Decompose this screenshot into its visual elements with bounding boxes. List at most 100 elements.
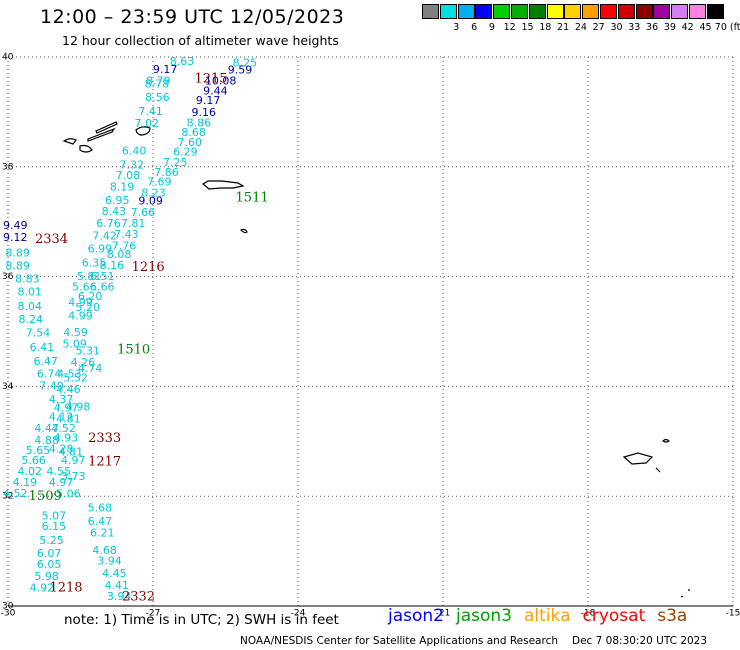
y-tick-label: 32 — [2, 492, 13, 502]
color-swatch — [689, 4, 706, 19]
wave-height-point: 8.43 — [102, 205, 127, 218]
wave-height-point: 4.52 — [51, 422, 76, 435]
color-scale-label: 6 — [471, 22, 478, 33]
color-swatch — [511, 4, 528, 19]
color-scale-label: 3 — [453, 22, 460, 33]
wave-height-point: 6.15 — [42, 520, 67, 533]
wave-height-point: 6.07 — [37, 547, 62, 560]
y-tick-label: 34 — [2, 382, 14, 392]
wave-height-point: 5.20 — [76, 301, 101, 314]
wave-height-point: 7.25 — [163, 156, 188, 169]
wave-height-point: 8.86 — [187, 116, 212, 129]
wave-height-point: 4.97 — [49, 476, 74, 489]
pass-time-label: 2333 — [88, 431, 121, 446]
color-swatch — [457, 4, 475, 19]
wave-height-point: 9.17 — [153, 63, 178, 76]
color-scale-label: 27 — [592, 22, 605, 33]
wave-height-point: 4.45 — [102, 567, 127, 580]
wave-height-point: 4.92 — [30, 581, 55, 594]
y-tick-label: 30 — [2, 602, 14, 612]
satellite-legend: jason2 jason3 altika cryosat s3a — [388, 606, 699, 626]
wave-height-point: 4.53 — [57, 367, 82, 380]
wave-height-point: 3.94 — [97, 555, 122, 568]
wave-height-point: 8.24 — [18, 313, 43, 326]
grid-lines — [7, 56, 734, 607]
wave-height-point: 7.81 — [121, 217, 146, 230]
pass-time-label: 1216 — [132, 260, 165, 275]
wave-height-point: 8.19 — [110, 181, 135, 194]
wave-height-point: 6.40 — [122, 144, 147, 157]
color-scale-label: 18 — [539, 22, 552, 33]
y-tick-label: 36 — [2, 272, 14, 282]
credit-line: NOAA/NESDIS Center for Satellite Applica… — [240, 635, 707, 647]
generated-timestamp: Dec 7 08:30:20 UTC 2023 — [572, 635, 708, 647]
wave-height-point: 7.69 — [147, 176, 172, 189]
page-title: 12:00 – 23:59 UTC 12/05/2023 — [40, 6, 345, 28]
wave-height-point: 9.09 — [138, 194, 163, 207]
wave-height-point: 7.43 — [114, 228, 139, 241]
color-scale-label: 12 — [503, 22, 516, 33]
wave-height-point: 4.97 — [61, 454, 86, 467]
wave-height-point: 4.81 — [56, 412, 81, 425]
color-scale-label: 36 — [646, 22, 659, 33]
wave-height-point: 4.02 — [18, 465, 43, 478]
x-tick-label: -15 — [726, 609, 740, 619]
wave-height-point: 8.56 — [145, 91, 170, 104]
wave-height-point: 4.19 — [13, 476, 38, 489]
wave-height-point: 4.97 — [54, 401, 79, 414]
wave-height-point: 7.08 — [116, 169, 141, 182]
color-swatch — [600, 4, 617, 19]
pass-time-labels: 1215 2334 1216 1511 1510 2333 1217 1509 1218 2332 — [29, 71, 269, 604]
island-terceira — [135, 126, 151, 136]
wave-height-point: 4.81 — [59, 445, 84, 458]
wave-height-point: 6.47 — [33, 355, 58, 368]
island-santa-maria — [239, 228, 248, 234]
wave-height-point: 4.68 — [92, 544, 117, 557]
wave-height-point: 6.47 — [88, 515, 113, 528]
wave-height-point: 7.02 — [134, 117, 159, 130]
wave-height-point: 6.41 — [30, 341, 55, 354]
satellite-legend-item: jason3 — [456, 606, 512, 626]
wave-height-point: 8.16 — [100, 259, 125, 272]
wave-height-point: 4.47 — [34, 422, 59, 435]
wave-height-point: 6.66 — [90, 281, 115, 294]
footnote: note: 1) Time is in UTC; 2) SWH is in fe… — [64, 612, 339, 628]
wave-height-point: 3.73 — [61, 470, 86, 483]
wave-height-values: 8.639.178.259.598.798.78 10.089.448.56 9.1… — [3, 55, 257, 603]
wave-height-point: 5.06 — [56, 488, 81, 501]
pass-time-label: 1511 — [236, 191, 269, 206]
wave-height-point: 7.32 — [119, 159, 144, 172]
wave-height-point: 7.60 — [177, 136, 202, 149]
wave-height-point: 4.59 — [63, 326, 88, 339]
x-tick-label: -27 — [146, 609, 161, 619]
wave-height-point: 9.59 — [228, 64, 253, 77]
island-sao-miguel — [201, 180, 245, 190]
x-tick-label: -18 — [581, 609, 596, 619]
wave-height-point: 5.07 — [42, 510, 67, 523]
wave-height-point: 8.04 — [18, 300, 43, 313]
color-swatch — [475, 4, 493, 19]
wave-height-point: 4.74 — [78, 362, 103, 375]
wave-height-point: 6.05 — [37, 558, 62, 571]
wave-height-point: 6.29 — [173, 146, 198, 159]
wave-height-point: 6.20 — [78, 290, 103, 303]
color-scale-label: 42 — [681, 22, 694, 33]
island-flores — [62, 138, 77, 145]
pass-time-label: 1215 — [194, 71, 227, 86]
y-tick-label: 40 — [2, 53, 14, 63]
wave-height-point: 8.79 — [146, 75, 171, 88]
wave-height-point: 8.89 — [5, 247, 30, 260]
wave-height-point: 4.98 — [66, 400, 91, 413]
color-scale-label: 70 (ft) — [714, 22, 740, 33]
y-tick-label: 38 — [2, 162, 14, 172]
satellite-legend-item: jason2 — [388, 606, 444, 626]
color-swatch — [493, 4, 511, 19]
wave-height-point: 4.93 — [54, 432, 79, 445]
wave-height-point: 5.65 — [26, 444, 51, 457]
color-scale-label: 21 — [557, 22, 570, 33]
wave-height-point: 6.95 — [105, 194, 130, 207]
wave-height-point: 9.17 — [196, 94, 221, 107]
color-swatch — [582, 4, 600, 19]
wave-height-point: 6.99 — [88, 243, 113, 256]
wave-height-point: 8.89 — [5, 260, 30, 273]
